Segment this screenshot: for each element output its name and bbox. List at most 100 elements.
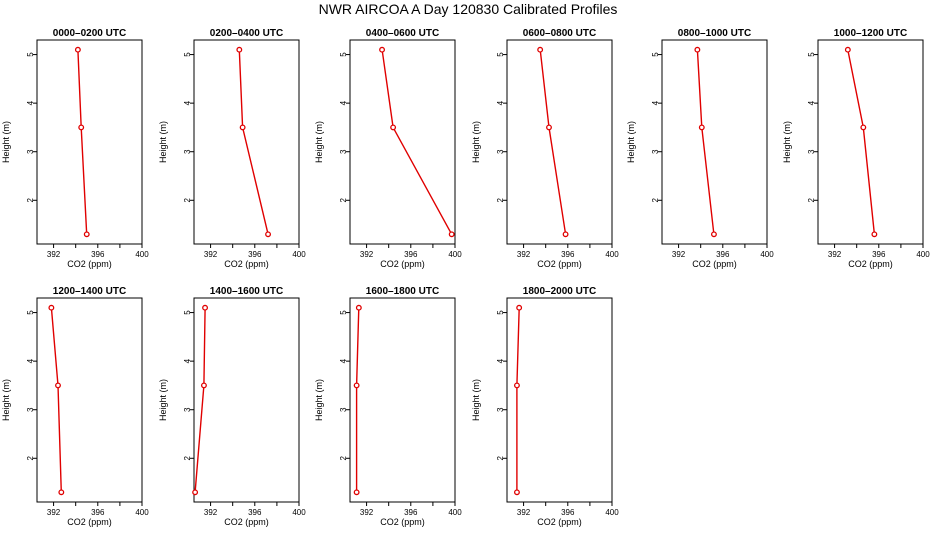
y-tick-label: 5 bbox=[26, 52, 35, 57]
y-tick-label: 2 bbox=[651, 198, 660, 203]
x-tick-label: 400 bbox=[448, 508, 462, 517]
y-tick-label: 4 bbox=[339, 358, 348, 363]
x-tick-label: 400 bbox=[760, 250, 774, 259]
plot-frame bbox=[817, 39, 924, 245]
plot-frame bbox=[506, 39, 613, 245]
x-axis-label: CO2 (ppm) bbox=[692, 259, 737, 269]
x-axis-label: CO2 (ppm) bbox=[380, 517, 425, 527]
panel-4: 0600–0800 UTC 392 396 400 CO2 (ppm) 2 3 4 5 Heigh… bbox=[471, 28, 619, 269]
y-tick-label: 3 bbox=[183, 407, 192, 412]
y-tick-label: 3 bbox=[26, 149, 35, 154]
x-axis-label: CO2 (ppm) bbox=[67, 259, 112, 269]
y-tick-label: 2 bbox=[339, 198, 348, 203]
data-point bbox=[516, 304, 523, 311]
x-tick-label: 396 bbox=[248, 508, 262, 517]
x-tick-label: 396 bbox=[91, 508, 105, 517]
data-point bbox=[448, 231, 455, 238]
data-point bbox=[860, 124, 867, 131]
panel-title: 1000–1200 UTC bbox=[834, 28, 907, 39]
data-point bbox=[78, 124, 85, 131]
x-tick-label: 396 bbox=[716, 250, 730, 259]
data-point bbox=[83, 231, 90, 238]
y-tick-label: 2 bbox=[26, 456, 35, 461]
plot-frame bbox=[506, 297, 613, 503]
y-tick-label: 4 bbox=[183, 100, 192, 105]
y-tick-label: 3 bbox=[496, 149, 505, 154]
x-tick-label: 400 bbox=[916, 250, 930, 259]
x-tick-label: 400 bbox=[135, 508, 149, 517]
y-tick-label: 2 bbox=[496, 456, 505, 461]
x-tick-label: 392 bbox=[517, 250, 531, 259]
x-tick-label: 396 bbox=[872, 250, 886, 259]
data-point bbox=[355, 304, 362, 311]
panel-title: 0400–0600 UTC bbox=[366, 28, 439, 39]
y-axis-label: Height (m) bbox=[314, 121, 324, 163]
profile-line bbox=[696, 49, 715, 235]
y-tick-label: 2 bbox=[183, 198, 192, 203]
y-axis-label: Height (m) bbox=[471, 121, 481, 163]
panel-title: 0200–0400 UTC bbox=[210, 28, 283, 39]
x-tick-label: 396 bbox=[561, 250, 575, 259]
data-point bbox=[698, 124, 705, 131]
y-tick-label: 4 bbox=[339, 100, 348, 105]
panel-title: 0800–1000 UTC bbox=[678, 28, 751, 39]
panel-title: 1400–1600 UTC bbox=[210, 286, 283, 297]
panel-title: 1200–1400 UTC bbox=[53, 286, 126, 297]
x-tick-label: 392 bbox=[204, 250, 218, 259]
data-point bbox=[871, 231, 878, 238]
profile-line bbox=[847, 49, 876, 235]
data-point bbox=[202, 304, 209, 311]
x-axis-label: CO2 (ppm) bbox=[380, 259, 425, 269]
x-tick-label: 392 bbox=[360, 250, 374, 259]
panel-3: 0400–0600 UTC 392 396 400 CO2 (ppm) 2 3 4 5 Heigh… bbox=[314, 28, 462, 269]
y-tick-label: 4 bbox=[651, 100, 660, 105]
data-point bbox=[379, 46, 386, 53]
plot-frame bbox=[349, 297, 456, 503]
y-tick-label: 2 bbox=[496, 198, 505, 203]
y-axis-label: Height (m) bbox=[782, 121, 792, 163]
y-tick-label: 2 bbox=[339, 456, 348, 461]
panel-5: 0800–1000 UTC 392 396 400 CO2 (ppm) 2 3 4 5 Heigh… bbox=[626, 28, 774, 269]
x-tick-label: 392 bbox=[360, 508, 374, 517]
y-tick-label: 5 bbox=[183, 52, 192, 57]
data-point bbox=[48, 304, 55, 311]
data-point bbox=[265, 231, 272, 238]
y-tick-label: 4 bbox=[26, 358, 35, 363]
profile-line bbox=[516, 307, 520, 493]
data-point bbox=[562, 231, 569, 238]
y-axis-label: Height (m) bbox=[626, 121, 636, 163]
x-tick-label: 396 bbox=[561, 508, 575, 517]
x-tick-label: 392 bbox=[672, 250, 686, 259]
y-tick-label: 2 bbox=[183, 456, 192, 461]
panel-title: 1800–2000 UTC bbox=[523, 286, 596, 297]
profile-line bbox=[50, 307, 62, 493]
x-tick-label: 396 bbox=[248, 250, 262, 259]
x-tick-label: 392 bbox=[517, 508, 531, 517]
y-tick-label: 4 bbox=[496, 100, 505, 105]
profile-line bbox=[355, 307, 360, 493]
x-tick-label: 400 bbox=[135, 250, 149, 259]
panel-7: 1200–1400 UTC 392 396 400 CO2 (ppm) 2 3 4 5 Heigh… bbox=[1, 286, 149, 527]
data-point bbox=[513, 489, 520, 496]
y-tick-label: 5 bbox=[183, 310, 192, 315]
data-point bbox=[844, 46, 851, 53]
y-axis-label: Height (m) bbox=[471, 379, 481, 421]
plot-frame bbox=[661, 39, 768, 245]
y-tick-label: 3 bbox=[496, 407, 505, 412]
x-axis-label: CO2 (ppm) bbox=[224, 259, 269, 269]
panel-10: 1800–2000 UTC 392 396 400 CO2 (ppm) 2 3 4 5 Heigh… bbox=[471, 286, 619, 527]
y-tick-label: 2 bbox=[26, 198, 35, 203]
panel-title: 0600–0800 UTC bbox=[523, 28, 596, 39]
y-tick-label: 2 bbox=[807, 198, 816, 203]
x-tick-label: 400 bbox=[605, 508, 619, 517]
y-tick-label: 3 bbox=[26, 407, 35, 412]
figure-title: NWR AIRCOA A Day 120830 Calibrated Profi… bbox=[318, 1, 618, 17]
data-point bbox=[236, 46, 243, 53]
data-point bbox=[200, 382, 207, 389]
x-axis-label: CO2 (ppm) bbox=[224, 517, 269, 527]
y-tick-label: 5 bbox=[26, 310, 35, 315]
y-tick-label: 5 bbox=[496, 310, 505, 315]
panel-title: 1600–1800 UTC bbox=[366, 286, 439, 297]
x-tick-label: 392 bbox=[204, 508, 218, 517]
